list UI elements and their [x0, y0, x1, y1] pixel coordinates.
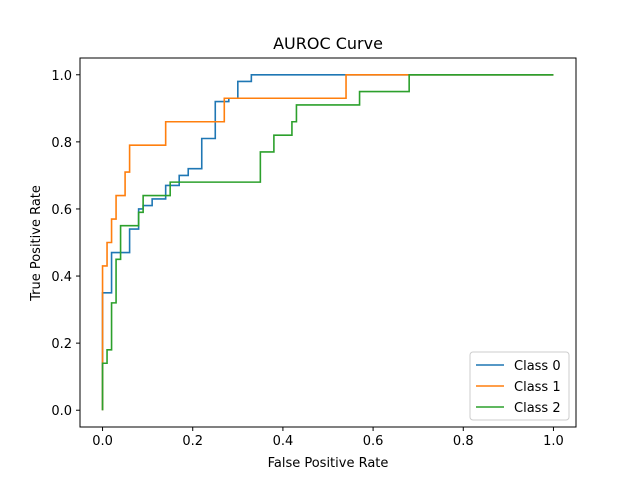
legend-box	[469, 351, 570, 421]
x-tick-label: 0.6	[363, 434, 384, 449]
x-tick-label: 0.0	[92, 434, 113, 449]
series-line-class-2	[101, 73, 554, 411]
x-tick-label: 0.4	[273, 434, 294, 449]
plot-frame	[79, 57, 577, 428]
legend-label-class-2: Class 2	[514, 401, 561, 416]
y-tick-label: 0.8	[51, 136, 72, 151]
x-tick-label: 0.8	[453, 434, 474, 449]
x-axis-label: False Positive Rate	[268, 456, 389, 471]
series-layer	[101, 73, 554, 411]
y-axis-label: True Positive Rate	[29, 185, 44, 302]
legend-label-class-0: Class 0	[514, 359, 561, 374]
legend-label-class-1: Class 1	[514, 380, 561, 395]
series-line-class-1	[101, 73, 554, 411]
y-tick-label: 0.6	[51, 203, 72, 218]
y-tick-label: 0.4	[51, 270, 72, 285]
x-tick-label: 1.0	[543, 434, 564, 449]
x-tick-label: 0.2	[182, 434, 203, 449]
y-tick-label: 1.0	[51, 69, 72, 84]
legend: Class 0 Class 1 Class 2	[469, 351, 570, 421]
chart-title: AUROC Curve	[273, 34, 383, 53]
ticks-layer: 0.0 0.2 0.4 0.6 0.8 1.0 0.0 0.2 0.4 0.6 0.8 1.0	[51, 69, 563, 449]
y-tick-label: 0.2	[51, 337, 72, 352]
y-tick-label: 0.0	[51, 404, 72, 419]
series-line-class-0	[101, 73, 554, 411]
